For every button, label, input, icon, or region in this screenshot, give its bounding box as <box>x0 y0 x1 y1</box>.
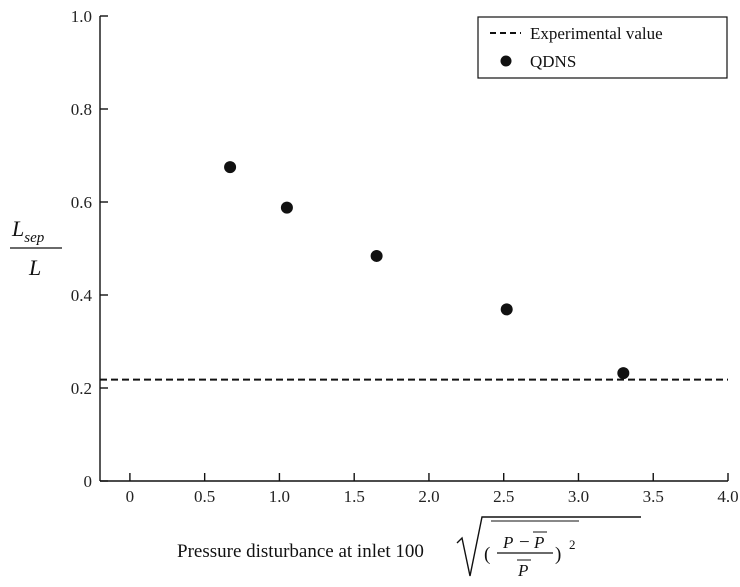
x-tick-label: 4.0 <box>717 487 738 506</box>
legend-label-qdns: QDNS <box>530 52 576 71</box>
y-tick-label: 0.4 <box>71 286 93 305</box>
qdns-data-point <box>500 303 513 316</box>
open-paren: ( <box>484 544 490 565</box>
x-tick-label: 3.0 <box>568 487 589 506</box>
y-ticks: 0 0.2 0.4 0.6 0.8 1.0 <box>71 7 108 491</box>
x-tick-label: 2.5 <box>493 487 514 506</box>
x-tick-label: 2.0 <box>418 487 439 506</box>
x-axis-label: Pressure disturbance at inlet 100 ( P − … <box>177 516 641 580</box>
y-label-main: Lsep <box>11 216 45 246</box>
axes <box>99 16 728 482</box>
y-tick-label: 1.0 <box>71 7 92 26</box>
formula-P-bar: P <box>533 533 544 552</box>
formula-exponent: 2 <box>569 537 576 552</box>
x-ticks: 0 0.5 1.0 1.5 2.0 2.5 3.0 3.5 4.0 <box>126 473 739 506</box>
x-label-text: Pressure disturbance at inlet 100 <box>177 541 424 562</box>
x-tick-label: 0 <box>126 487 135 506</box>
y-axis-label: Lsep L <box>10 216 62 280</box>
legend-box <box>477 16 728 79</box>
x-tick-label: 3.5 <box>643 487 664 506</box>
y-label-denominator: L <box>28 255 41 280</box>
qdns-data-point <box>617 367 630 380</box>
y-tick-label: 0 <box>84 472 93 491</box>
qdns-data-point <box>370 249 383 262</box>
legend-label-experimental: Experimental value <box>530 24 663 43</box>
x-tick-label: 0.5 <box>194 487 215 506</box>
series-layer <box>100 161 728 381</box>
formula-P-bar-denominator: P <box>517 561 528 580</box>
formula-P: P <box>502 533 513 552</box>
x-tick-label: 1.5 <box>344 487 365 506</box>
formula-minus: − <box>519 532 530 553</box>
qdns-data-point <box>224 161 237 174</box>
y-tick-label: 0.6 <box>71 193 92 212</box>
y-tick-label: 0.2 <box>71 379 92 398</box>
sqrt-symbol <box>456 516 641 577</box>
x-tick-label: 1.0 <box>269 487 290 506</box>
legend: Experimental value QDNS <box>477 16 728 79</box>
legend-marker-icon <box>500 55 512 67</box>
y-tick-label: 0.8 <box>71 100 92 119</box>
close-paren: ) <box>555 544 561 565</box>
qdns-data-point <box>280 201 293 214</box>
